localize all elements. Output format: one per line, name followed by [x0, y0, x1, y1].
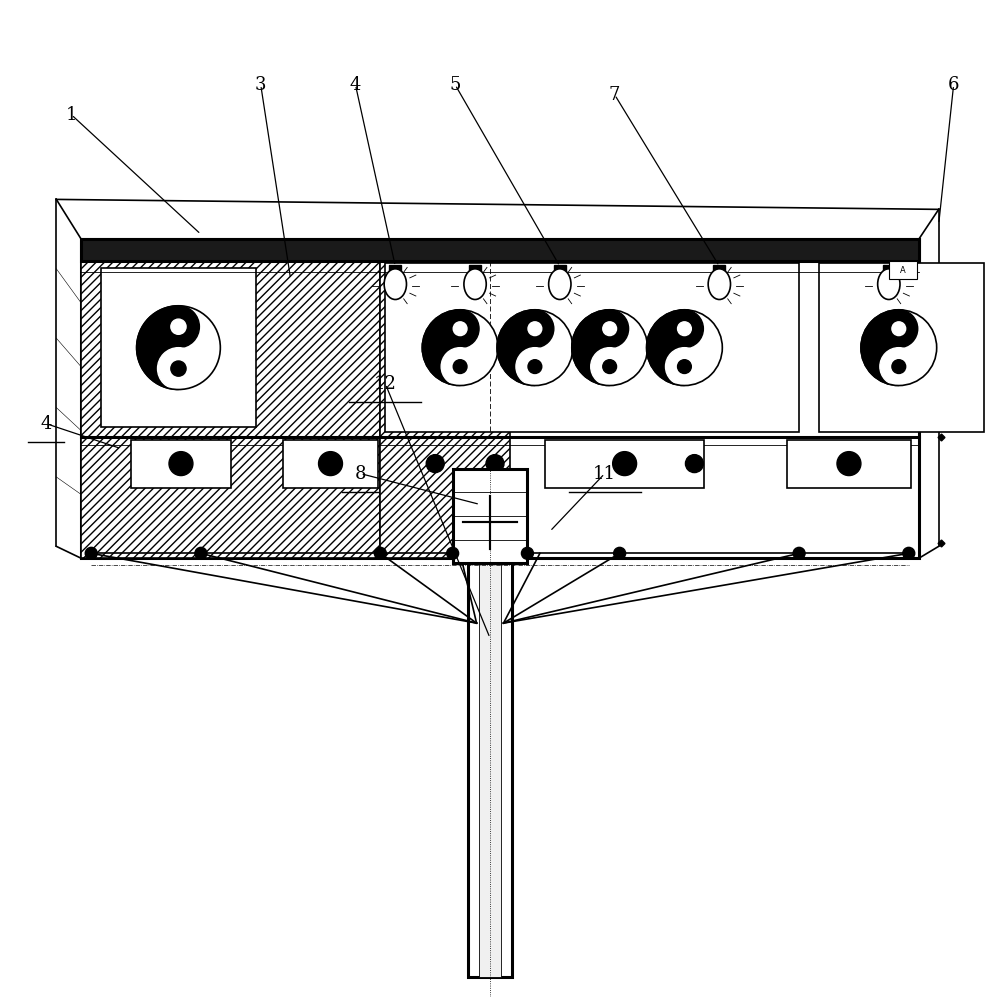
- Circle shape: [453, 360, 467, 374]
- Circle shape: [516, 310, 554, 348]
- Bar: [787, 440, 911, 488]
- Bar: [283, 440, 378, 488]
- Circle shape: [591, 310, 629, 348]
- Bar: [883, 265, 895, 273]
- Bar: [554, 265, 566, 273]
- Text: 12: 12: [374, 375, 397, 393]
- Bar: [101, 268, 256, 427]
- Circle shape: [422, 310, 498, 386]
- Circle shape: [447, 547, 459, 559]
- Circle shape: [591, 348, 629, 386]
- Circle shape: [837, 452, 861, 476]
- Circle shape: [441, 310, 479, 348]
- Circle shape: [137, 306, 220, 390]
- Circle shape: [158, 348, 199, 390]
- Circle shape: [572, 310, 648, 386]
- Wedge shape: [497, 310, 535, 386]
- Circle shape: [497, 310, 573, 386]
- Circle shape: [426, 455, 444, 473]
- Circle shape: [85, 547, 97, 559]
- Bar: [385, 263, 799, 432]
- Circle shape: [678, 360, 691, 374]
- Bar: [131, 440, 231, 488]
- Bar: [380, 261, 510, 558]
- Circle shape: [880, 348, 918, 386]
- Bar: [453, 469, 527, 563]
- Text: 6: 6: [948, 76, 959, 94]
- Text: 1: 1: [66, 106, 77, 124]
- Bar: [81, 261, 380, 558]
- Wedge shape: [861, 310, 899, 386]
- Circle shape: [528, 360, 542, 374]
- Circle shape: [892, 322, 906, 336]
- Circle shape: [319, 452, 342, 476]
- Circle shape: [516, 348, 554, 386]
- Bar: [469, 265, 481, 273]
- Circle shape: [169, 452, 193, 476]
- Text: 7: 7: [609, 86, 620, 104]
- Bar: [389, 265, 401, 273]
- Bar: [468, 558, 512, 977]
- Ellipse shape: [464, 269, 486, 299]
- Circle shape: [616, 455, 634, 473]
- Circle shape: [666, 348, 703, 386]
- Wedge shape: [137, 306, 178, 390]
- Text: 4: 4: [41, 415, 52, 433]
- Bar: [81, 239, 919, 261]
- Circle shape: [171, 319, 186, 334]
- Circle shape: [603, 322, 617, 336]
- Ellipse shape: [384, 269, 406, 299]
- Circle shape: [880, 310, 918, 348]
- Text: A: A: [900, 265, 906, 275]
- Bar: [81, 239, 919, 558]
- Circle shape: [614, 547, 626, 559]
- Text: 4: 4: [350, 76, 361, 94]
- Text: 5: 5: [449, 76, 461, 94]
- Ellipse shape: [549, 269, 571, 299]
- Bar: [819, 263, 984, 432]
- Circle shape: [521, 547, 533, 559]
- Bar: [713, 265, 725, 273]
- Circle shape: [441, 348, 479, 386]
- Circle shape: [861, 310, 937, 386]
- Ellipse shape: [878, 269, 900, 299]
- Wedge shape: [422, 310, 460, 386]
- Circle shape: [685, 455, 703, 473]
- Bar: [545, 440, 704, 488]
- Circle shape: [903, 547, 915, 559]
- Circle shape: [678, 322, 691, 336]
- Wedge shape: [572, 310, 610, 386]
- Circle shape: [666, 310, 703, 348]
- Circle shape: [892, 360, 906, 374]
- Circle shape: [453, 322, 467, 336]
- Text: 3: 3: [255, 76, 266, 94]
- Bar: [889, 261, 917, 279]
- Circle shape: [793, 547, 805, 559]
- Circle shape: [603, 360, 617, 374]
- Circle shape: [647, 310, 722, 386]
- Circle shape: [195, 547, 207, 559]
- Circle shape: [486, 455, 504, 473]
- Circle shape: [374, 547, 386, 559]
- Bar: [479, 558, 501, 977]
- Circle shape: [171, 361, 186, 376]
- Text: 8: 8: [355, 465, 366, 483]
- Text: 11: 11: [593, 465, 616, 483]
- Ellipse shape: [708, 269, 731, 299]
- Wedge shape: [647, 310, 684, 386]
- Circle shape: [158, 306, 199, 348]
- Circle shape: [613, 452, 637, 476]
- Circle shape: [528, 322, 542, 336]
